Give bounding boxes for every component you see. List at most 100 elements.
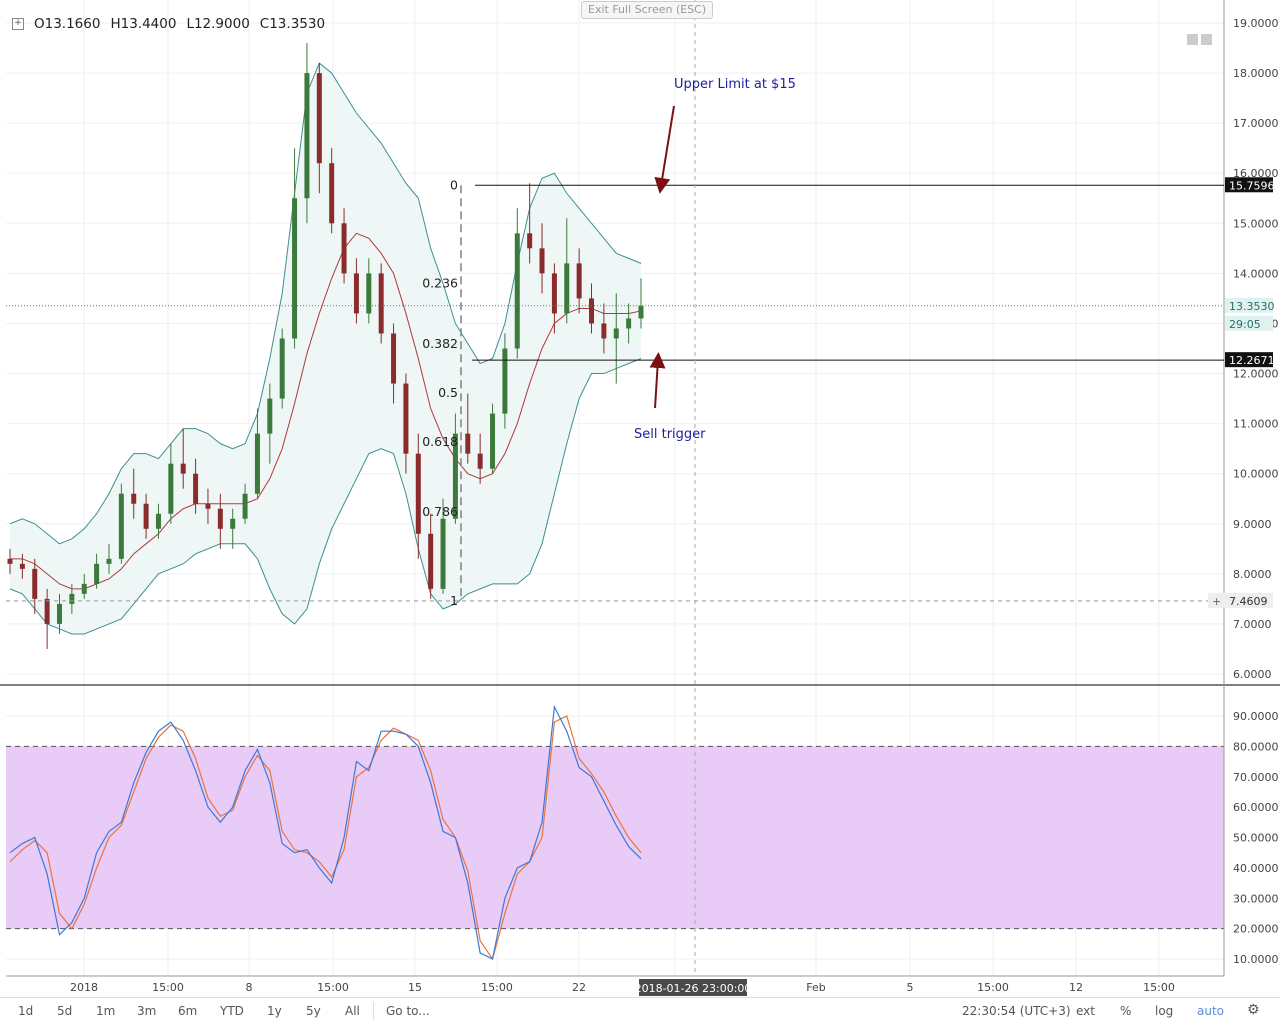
price-axis-tick: 15.0000 [1233,217,1279,230]
time-axis-tick: 15:00 [317,981,349,994]
ohlc-legend: + O13.1660 H13.4400 L12.9000 C13.3530 [12,16,325,32]
stoch-axis-tick: 80.0000 [1233,740,1279,753]
candle-body [539,248,545,274]
timeframe-5y[interactable]: 5y [306,1004,321,1018]
log-toggle[interactable]: log [1155,1004,1174,1018]
price-axis-tick: 17.0000 [1233,117,1279,130]
bollinger-lower-line [9,358,642,635]
candle-body [551,273,557,314]
price-axis-tick: 18.0000 [1233,67,1279,80]
candle-body [69,593,75,604]
price-axis-tick: 8.0000 [1233,568,1272,581]
clock: 22:30:54 (UTC+3) [962,1004,1071,1018]
candle-body [329,163,335,224]
price-axis-tick: 7.0000 [1233,618,1272,631]
candle-body [378,273,384,334]
legend-close: C13.3530 [259,16,326,32]
pane-up-icon[interactable] [1187,34,1198,45]
time-axis-tick: 15 [408,981,422,994]
candle-body [217,508,223,529]
candle-body [242,493,248,519]
bollinger-basis-line [10,232,642,590]
crosshair-time-bg [639,979,747,996]
candle-body [341,223,347,274]
candle-body [279,338,285,399]
candle-body [564,263,570,314]
price-axis-tick: 10.0000 [1233,468,1279,481]
time-axis-tick: Feb [806,981,825,994]
candle-body [626,318,632,329]
candle-body [155,513,161,529]
price-axis-tick: 16.0000 [1233,167,1279,180]
price-label-low: 7.4609 [1229,595,1268,608]
time-axis-tick: 15:00 [1143,981,1175,994]
fib-level-label: 0.5 [438,385,458,400]
price-axis-tick: 6.0000 [1233,668,1272,681]
ext-toggle[interactable]: ext [1076,1004,1095,1018]
exit-fullscreen-button[interactable]: Exit Full Screen (ESC) [581,1,714,19]
upper-limit-arrow [654,105,675,194]
candle-body [131,493,137,504]
candles [7,43,644,649]
chart-canvas[interactable]: 0 0.236 0.382 0.5 0.618 0.786 1 Upper Limit at … [0,0,1280,997]
price-label-current-bg [1225,297,1273,313]
candle-body [254,433,260,494]
bottom-toolbar: 1d 5d 1m 3m 6m YTD 1y 5y All Go to... 22… [0,997,1280,1025]
price-label-support: 12.2671 [1229,354,1275,367]
sell-trigger-annotation: Sell trigger [634,427,706,442]
add-alert-icon: + [1212,595,1221,608]
timeframe-5d[interactable]: 5d [57,1004,73,1018]
candle-body [292,198,298,339]
timeframe-ytd[interactable]: YTD [220,1004,244,1018]
fib-level-label: 0.236 [422,275,458,290]
candle-body [490,413,496,469]
timeframe-1d[interactable]: 1d [18,1004,34,1018]
timeframe-all[interactable]: All [345,1004,360,1018]
stoch-axis-tick: 10.0000 [1233,953,1279,966]
legend-open: O13.1660 [34,16,101,32]
gear-icon[interactable]: ⚙ [1247,1002,1260,1018]
stoch-axis-tick: 20.0000 [1233,923,1279,936]
stoch-axis-tick: 30.0000 [1233,892,1279,905]
stoch-axis-tick: 60.0000 [1233,801,1279,814]
time-axis-tick: 8 [246,981,253,994]
pane-down-icon[interactable] [1201,34,1212,45]
candle-body [477,453,483,469]
goto-button[interactable]: Go to... [386,1004,430,1018]
timeframe-6m[interactable]: 6m [178,1004,198,1018]
candle-body [502,348,508,414]
candle-body [106,558,112,564]
candle-body [94,563,100,584]
fib-level-label: 1 [450,593,458,608]
candle-body [267,398,273,434]
timeframe-1m[interactable]: 1m [96,1004,116,1018]
timeframe-1y[interactable]: 1y [267,1004,282,1018]
price-label-countdown: 29:05 [1229,318,1261,331]
candle-body [576,263,582,299]
bollinger-upper-line [9,62,642,545]
price-axis-tick: 12.0000 [1233,368,1279,381]
time-axis-tick: 2018 [70,981,98,994]
fib-level-label: 0.786 [422,504,458,519]
candle-body [7,558,13,564]
candle-body [589,298,595,324]
candle-body [304,73,310,199]
price-axis-tick: 11.0000 [1233,418,1279,431]
price-label-support-bg [1225,352,1273,368]
candle-body [403,383,409,454]
auto-toggle[interactable]: auto [1197,1004,1225,1018]
candle-body [193,473,199,504]
percent-toggle[interactable]: % [1120,1004,1132,1018]
expand-icon[interactable]: + [12,18,24,30]
candle-body [316,73,322,164]
time-axis-tick: 22 [572,981,586,994]
price-label-low-bg [1208,592,1273,608]
price-label-current: 13.3530 [1229,300,1275,313]
timeframe-3m[interactable]: 3m [137,1004,157,1018]
stoch-k-line [9,704,642,960]
time-axis-tick: 15:00 [977,981,1009,994]
stoch-d-line [9,715,642,961]
candle-body [81,583,87,594]
time-axis-tick: 15:00 [481,981,513,994]
